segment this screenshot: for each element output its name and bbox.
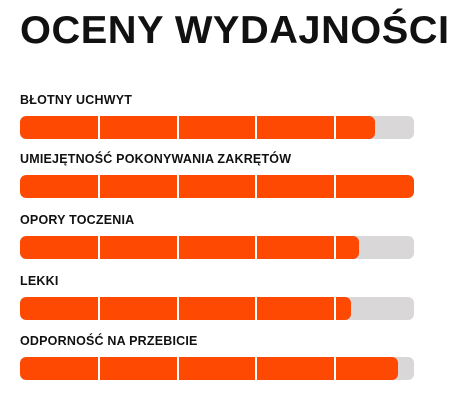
rating-bar-fill [20, 357, 399, 380]
rating-label: ODPORNOŚĆ NA PRZEBICIE [20, 334, 198, 348]
rating-mud-grip: BŁOTNY UCHWYT [20, 92, 414, 139]
rating-label: OPORY TOCZENIA [20, 213, 135, 227]
rating-bar-divider [97, 357, 100, 380]
rating-bar-divider [255, 175, 258, 198]
rating-bar-track [20, 357, 414, 380]
rating-bar-fill [20, 116, 375, 139]
rating-bar-divider [334, 357, 337, 380]
rating-bar-divider [176, 357, 179, 380]
rating-bar-divider [97, 175, 100, 198]
rating-bar-divider [176, 175, 179, 198]
rating-bar-divider [97, 116, 100, 139]
rating-label: LEKKI [20, 274, 59, 288]
rating-cornering: UMIEJĘTNOŚĆ POKONYWANIA ZAKRĘTÓW [20, 151, 414, 198]
rating-bar-divider [97, 236, 100, 259]
rating-bar-divider [97, 297, 100, 320]
rating-bar-fill [20, 175, 414, 198]
rating-bar-divider [255, 357, 258, 380]
rating-bar-divider [176, 297, 179, 320]
rating-puncture-resistance: ODPORNOŚĆ NA PRZEBICIE [20, 333, 414, 380]
rating-label: UMIEJĘTNOŚĆ POKONYWANIA ZAKRĘTÓW [20, 152, 292, 166]
rating-bar-divider [334, 116, 337, 139]
rating-bar-divider [255, 116, 258, 139]
rating-bar-divider [255, 297, 258, 320]
rating-rolling-resistance: OPORY TOCZENIA [20, 212, 414, 259]
rating-bar-divider [255, 236, 258, 259]
rating-bar-divider [176, 116, 179, 139]
rating-bar-track [20, 236, 414, 259]
rating-bar-fill [20, 236, 359, 259]
rating-bar-divider [334, 297, 337, 320]
rating-bar-divider [334, 236, 337, 259]
page-title: OCENY WYDAJNOŚCI [20, 9, 450, 52]
rating-lightweight: LEKKI [20, 273, 414, 320]
rating-bar-track [20, 175, 414, 198]
rating-label: BŁOTNY UCHWYT [20, 93, 133, 107]
rating-bar-track [20, 116, 414, 139]
rating-bar-track [20, 297, 414, 320]
rating-bar-fill [20, 297, 351, 320]
rating-bar-divider [176, 236, 179, 259]
rating-bar-divider [334, 175, 337, 198]
